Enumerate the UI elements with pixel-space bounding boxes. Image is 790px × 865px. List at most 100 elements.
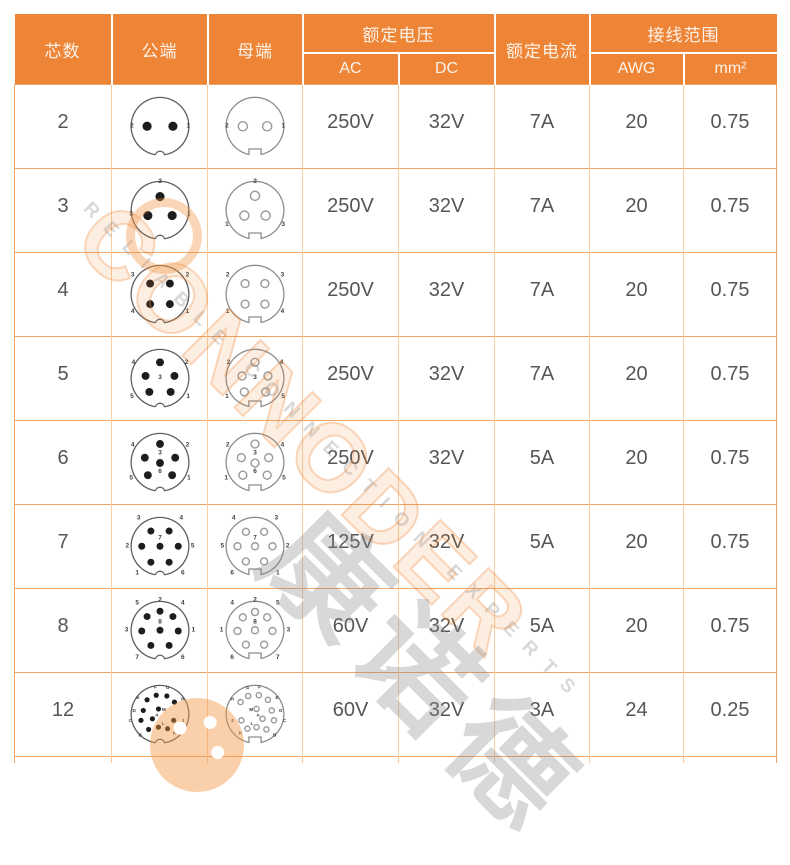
table-row-cutoff	[14, 756, 777, 763]
pin	[240, 298, 250, 309]
pin	[244, 692, 252, 699]
pin-label: 8	[253, 618, 257, 625]
male-connector-diagram: E F G H D M C A J B L K	[128, 684, 190, 743]
pin-label: H	[230, 696, 234, 701]
pin	[145, 279, 154, 288]
cell-cores-value: 5	[57, 363, 69, 385]
cell-current: 7A	[494, 336, 590, 421]
pin-label: H	[181, 696, 185, 701]
pin-label: 3	[253, 449, 257, 456]
cell-awg: 20	[589, 84, 684, 169]
pin-label: 2	[184, 358, 188, 365]
cell-cores: 3	[14, 168, 112, 253]
pin	[238, 612, 248, 622]
cell-ac: 250V	[302, 168, 399, 253]
pin-label: 1	[135, 569, 139, 576]
male-connector-diagram: 3 4 2 5 7 1 6	[125, 514, 194, 576]
pin	[137, 542, 145, 550]
pin-label: 1	[191, 626, 195, 633]
cell-mm2-value: 0.75	[710, 447, 750, 469]
pin	[261, 120, 273, 132]
pin-label: 3	[287, 626, 291, 633]
cell-cores-value: 3	[57, 195, 69, 217]
pin	[155, 705, 161, 712]
cell-cores-value: 7	[57, 531, 69, 553]
pin-label: 8	[158, 618, 162, 625]
pin	[263, 725, 270, 733]
pin	[262, 469, 272, 480]
pin-label: 2	[253, 596, 257, 603]
cell-mm2-value: 0.75	[710, 111, 750, 133]
pin-label: 3	[274, 514, 278, 521]
cell-ac-value: 60V	[332, 615, 369, 637]
cell-mm2-value: 0.75	[710, 531, 750, 553]
pin	[170, 717, 176, 723]
pin	[259, 714, 266, 722]
pin	[140, 707, 146, 713]
cell-female: 2 3 1 4	[207, 252, 303, 337]
pin-label: 1	[281, 122, 285, 129]
cell-mm2: 0.75	[683, 168, 777, 253]
pin	[241, 556, 251, 566]
cell-ac: 60V	[302, 672, 399, 757]
pin-label: A	[256, 712, 260, 717]
pin	[260, 209, 271, 221]
female-connector-outline	[225, 348, 285, 407]
pin	[146, 558, 154, 566]
pin-label: 1	[186, 122, 190, 129]
cell-female: 2 1 3	[207, 168, 303, 253]
cell-dc: 32V	[398, 84, 495, 169]
cell-dc: 32V	[398, 252, 495, 337]
cell-ac: 250V	[302, 336, 399, 421]
pin-label: C	[283, 717, 287, 722]
pin	[250, 457, 260, 468]
pin	[143, 470, 152, 479]
cell-cores: 2	[14, 84, 112, 169]
pin	[250, 438, 260, 449]
cell-male: E F G H D M C A J B L K	[111, 672, 208, 757]
pin-label: 3	[158, 449, 162, 456]
pin-label: 3	[158, 373, 162, 380]
pin-label: F	[154, 684, 157, 689]
cell-male: 3 2 4 1	[111, 252, 208, 337]
pin-label: 6	[158, 467, 162, 474]
cell-current: 7A	[494, 252, 590, 337]
pin	[240, 278, 250, 288]
pin	[167, 210, 177, 220]
cell-awg-value: 20	[625, 195, 648, 217]
female-connector-outline	[225, 432, 285, 491]
table-row: 5 4 2 3 5 1 2 4 3 1 5 250V 32V 7A 20 0.75	[14, 336, 777, 421]
cell-current: 3A	[494, 672, 590, 757]
pin	[260, 298, 270, 309]
cell-dc-value: 32V	[428, 615, 465, 637]
pin	[268, 541, 277, 550]
pin	[166, 387, 175, 396]
pin	[253, 705, 260, 712]
cell-male: 2 5 4 3 1 8 7 6	[111, 588, 208, 673]
pin-label: 5	[282, 474, 286, 481]
pin	[168, 612, 176, 620]
cell-current: 5A	[494, 504, 590, 589]
pin	[155, 458, 164, 467]
pin-label: 5	[135, 599, 139, 606]
pin-label: 2	[225, 122, 229, 129]
pin	[149, 715, 155, 721]
pin-label: 2	[227, 358, 231, 365]
cell-current: 5A	[494, 420, 590, 505]
pin	[165, 641, 173, 649]
pin	[156, 607, 163, 615]
pin-label: 5	[129, 474, 133, 481]
header-female: 母端	[206, 14, 303, 85]
pin	[233, 626, 242, 635]
pin	[250, 541, 260, 550]
cell-dc-value: 32V	[428, 447, 465, 469]
cell-current-value: 7A	[529, 363, 555, 385]
pin	[174, 542, 182, 550]
pin	[268, 626, 277, 635]
pin	[237, 698, 244, 705]
pin	[137, 717, 144, 723]
pin-label: J	[181, 717, 184, 722]
cell-dc-value: 32V	[428, 699, 465, 721]
pin-label: 4	[130, 308, 134, 315]
pin	[259, 556, 269, 566]
